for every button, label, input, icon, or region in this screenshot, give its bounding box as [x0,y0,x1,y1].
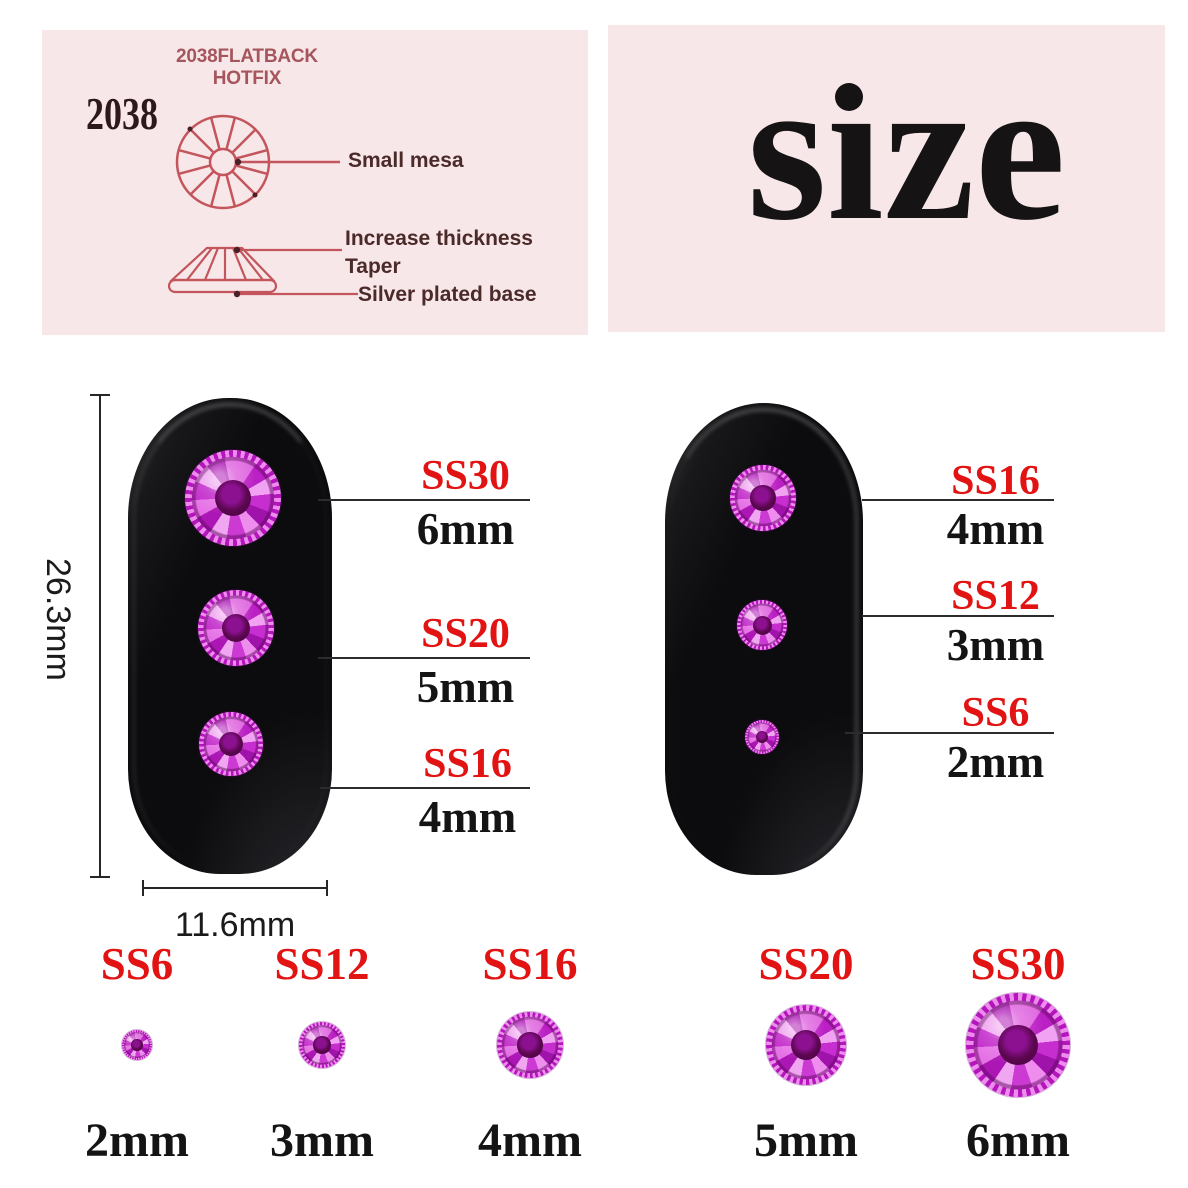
leader-line [845,732,1054,734]
rhinestone-gem-ss12 [737,600,787,650]
stone-size-label: 6mm [416,504,515,554]
rhinestone-gem-ss20 [198,590,274,666]
leader-line [862,615,1054,617]
size-panel: size [608,25,1165,332]
chart-code-label: SS20 [758,939,854,989]
chart-code-label: SS12 [274,939,370,989]
crystal-side-view-diagram [167,246,358,296]
rhinestone-gem-ss6 [745,720,779,754]
rhinestone-gem-ss16 [199,712,263,776]
width-label: 11.6mm [174,906,296,944]
stone-code-label: SS12 [951,573,1040,619]
rhinestone-gem-ss6 [122,1030,152,1060]
stone-code-label: SS6 [961,690,1030,736]
diagram-marker-dots [187,126,258,198]
leader-line [318,657,530,659]
stone-size-label: 3mm [946,620,1045,670]
chart-size-label: 3mm [270,1114,374,1167]
rhinestone-gem-ss16 [730,465,796,531]
model-number: 2038 [86,89,158,139]
callout-increase-thickness: Increase thickness [345,227,533,250]
nail-left [128,398,332,874]
leader-line [318,499,530,501]
height-label: 26.3mm [39,558,77,681]
chart-code-label: SS16 [482,939,578,989]
chart-size-label: 6mm [966,1114,1070,1167]
stone-code-label: SS16 [423,741,512,787]
rhinestone-gem-ss30 [966,993,1070,1097]
size-panel-title: size [747,36,1066,263]
rhinestone-gem-ss30 [185,450,281,546]
rhinestone-gem-ss20 [766,1005,846,1085]
stone-size-label: 2mm [946,737,1045,787]
width-dimension-line [142,880,328,896]
chart-code-label: SS30 [970,939,1066,989]
callout-taper: Taper [345,255,401,278]
chart-size-label: 4mm [478,1114,582,1167]
crystal-top-view-diagram [175,114,340,210]
chart-size-label: 2mm [85,1114,189,1167]
size-i-dot [835,83,863,111]
chart-code-label: SS6 [100,939,174,989]
spec-panel-title: 2038FLATBACK HOTFIX [176,46,318,89]
rhinestone-gem-ss12 [299,1022,345,1068]
leader-line [320,787,530,789]
callout-small-mesa: Small mesa [348,149,464,172]
stone-size-label: 4mm [946,504,1045,554]
stone-code-label: SS16 [951,458,1040,504]
crystal-diagram-svg [167,114,358,298]
rhinestone-gem-ss16 [497,1012,563,1078]
height-dimension-line [90,394,110,878]
leader-line [862,499,1054,501]
stone-size-label: 4mm [418,792,517,842]
side-view-marker-dots [233,246,241,298]
callout-silver-plated-base: Silver plated base [358,283,537,306]
stone-code-label: SS20 [421,611,510,657]
spec-panel: 2038FLATBACK HOTFIX 2038 [42,30,588,335]
chart-size-label: 5mm [754,1114,858,1167]
stone-size-label: 5mm [416,662,515,712]
stone-code-label: SS30 [421,453,510,499]
nail-right [665,403,863,875]
